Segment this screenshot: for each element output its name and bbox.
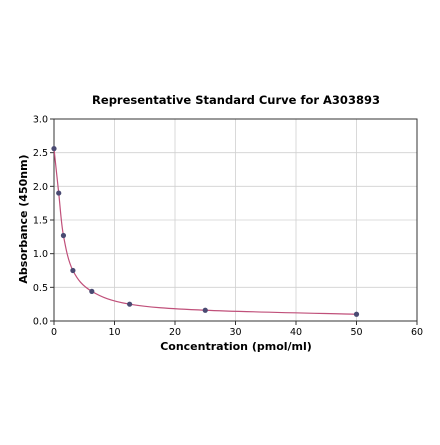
x-axis-label: Concentration (pmol/ml) <box>160 340 312 353</box>
y-tick-label: 2.0 <box>33 182 48 193</box>
y-tick-label: 0.0 <box>33 317 48 328</box>
y-tick-label: 3.0 <box>33 115 48 126</box>
data-point <box>51 146 57 152</box>
data-point <box>127 301 133 307</box>
x-tick-label: 50 <box>350 327 362 338</box>
chart-title: Representative Standard Curve for A30389… <box>92 93 380 107</box>
y-tick-label: 0.5 <box>33 283 48 294</box>
fit-curve-line <box>53 148 357 315</box>
y-axis-ticks: 0.0 0.5 1.0 1.5 2.0 2.5 3.0 <box>33 115 54 328</box>
data-point <box>70 267 76 274</box>
data-point <box>60 232 67 239</box>
data-point <box>202 307 208 313</box>
x-tick-label: 30 <box>229 327 241 338</box>
data-point <box>56 190 62 196</box>
x-tick-label: 0 <box>51 327 57 338</box>
x-tick-label: 40 <box>290 327 302 338</box>
y-axis-label: Absorbance (450nm) <box>17 154 30 283</box>
data-point <box>89 288 95 294</box>
y-tick-label: 2.5 <box>33 148 48 159</box>
data-point <box>353 311 360 317</box>
y-tick-label: 1.5 <box>33 216 48 227</box>
x-tick-label: 10 <box>108 327 120 338</box>
x-tick-label: 60 <box>411 327 423 338</box>
y-tick-label: 1.0 <box>33 249 48 260</box>
x-axis-ticks: 0 10 20 30 40 50 60 <box>51 321 423 338</box>
data-points <box>51 146 360 317</box>
x-tick-label: 20 <box>169 327 181 338</box>
